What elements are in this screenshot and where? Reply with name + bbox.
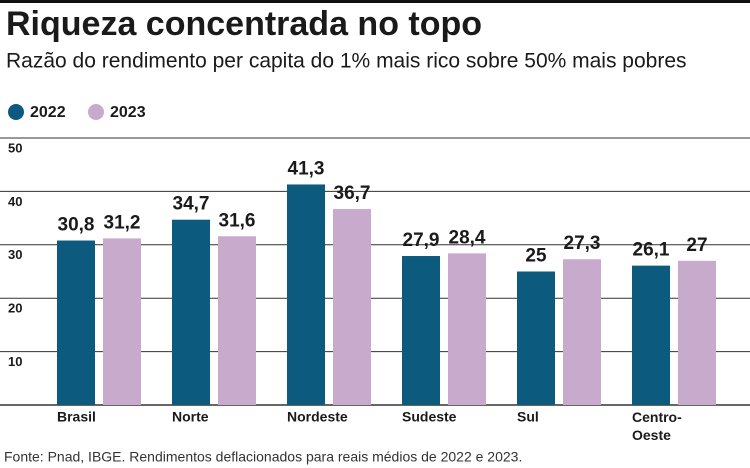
bar — [333, 209, 371, 405]
value-label: 26,1 — [633, 240, 670, 261]
value-label: 31,2 — [104, 212, 141, 233]
value-label: 34,7 — [173, 194, 210, 215]
bar — [517, 271, 555, 405]
bar — [678, 260, 716, 405]
legend-swatch — [8, 104, 24, 120]
value-label: 27 — [686, 235, 707, 256]
y-tick-label: 40 — [8, 194, 22, 209]
value-label: 27,9 — [403, 230, 440, 251]
bar — [402, 256, 440, 405]
y-tick-label: 50 — [8, 140, 22, 155]
bar — [218, 236, 256, 405]
x-tick-label: Nordeste — [287, 409, 348, 425]
x-tick-label: Sudeste — [402, 409, 457, 425]
bar — [172, 219, 210, 405]
y-tick-label: 30 — [8, 247, 22, 262]
top-rule — [0, 0, 750, 3]
value-label: 41,3 — [288, 158, 325, 179]
value-label: 28,4 — [449, 227, 486, 248]
bar — [563, 259, 601, 405]
y-tick-label: 20 — [8, 301, 22, 316]
legend-swatch — [88, 104, 104, 120]
chart-title: Riqueza concentrada no topo — [6, 5, 482, 43]
value-label: 27,3 — [564, 233, 601, 254]
value-label: 31,6 — [219, 210, 256, 231]
legend-label: 2023 — [110, 104, 146, 121]
x-tick-label: Brasil — [57, 409, 96, 425]
value-label: 25 — [525, 246, 547, 267]
bar — [448, 253, 486, 405]
bar — [103, 238, 141, 405]
bar — [57, 240, 95, 405]
x-tick-label: Centro-Oeste — [632, 409, 682, 443]
bar — [287, 184, 325, 405]
source-note: Fonte: Pnad, IBGE. Rendimentos deflacion… — [4, 449, 522, 465]
chart-subtitle: Razão do rendimento per capita do 1% mai… — [6, 50, 687, 73]
y-tick-label: 10 — [8, 354, 22, 369]
x-tick-label: Sul — [517, 409, 539, 425]
legend-label: 2022 — [30, 104, 66, 121]
x-tick-label: Norte — [172, 409, 209, 425]
value-label: 36,7 — [334, 183, 371, 204]
value-label: 30,8 — [58, 215, 95, 236]
bar — [632, 265, 670, 405]
